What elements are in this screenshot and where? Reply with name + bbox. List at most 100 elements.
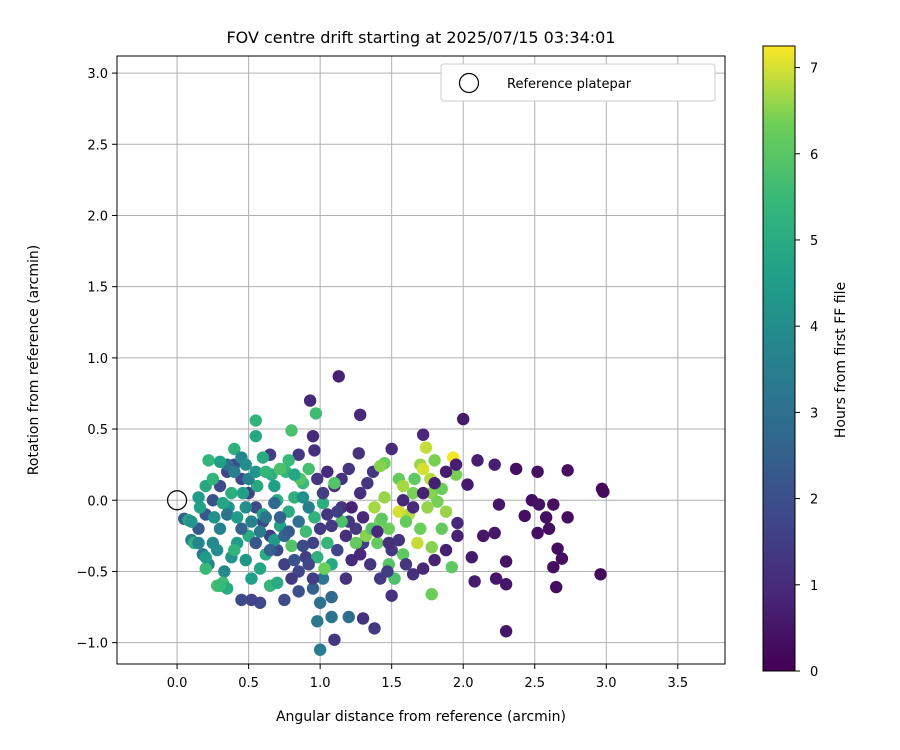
scatter-point	[325, 590, 338, 604]
scatter-point	[488, 526, 501, 540]
y-tick-label: −0.5	[76, 565, 108, 580]
scatter-point	[414, 522, 427, 535]
scatter-point	[509, 462, 523, 476]
scatter-point	[285, 539, 298, 553]
scatter-point	[499, 625, 513, 638]
x-tick-label: 1.0	[310, 676, 331, 691]
scatter-point	[311, 551, 324, 564]
scatter-point	[342, 462, 355, 476]
scatter-point	[199, 551, 212, 564]
scatter-point	[428, 476, 441, 490]
scatter-point	[451, 529, 464, 543]
scatter-point	[228, 543, 241, 557]
scatter-point	[253, 525, 267, 538]
scatter-point	[396, 479, 410, 493]
scatter-point	[477, 529, 490, 543]
scatter-point	[285, 572, 298, 585]
scatter-point	[321, 536, 334, 550]
scatter-point	[531, 465, 544, 478]
scatter-point	[325, 519, 338, 533]
x-tick-label: 3.0	[596, 676, 617, 691]
scatter-point	[306, 572, 320, 585]
scatter-point	[228, 442, 241, 456]
scatter-point	[213, 579, 227, 592]
scatter-point	[256, 451, 270, 464]
scatter-point	[288, 491, 301, 504]
scatter-point	[206, 536, 220, 550]
scatter-point	[547, 560, 560, 574]
scatter-point	[306, 536, 320, 550]
scatter-point	[465, 551, 478, 564]
y-tick-label: 1.5	[87, 281, 108, 296]
scatter-point	[268, 533, 281, 547]
scatter-point	[532, 498, 546, 511]
scatter-point	[245, 593, 258, 607]
scatter-point	[263, 543, 277, 557]
colorbar-tick-label: 2	[810, 493, 818, 508]
scatter-point	[382, 522, 396, 535]
y-tick-label: 0.0	[87, 494, 108, 509]
scatter-point	[416, 486, 430, 500]
scatter-point	[206, 472, 220, 486]
scatter-point	[306, 429, 320, 443]
scatter-point	[296, 491, 310, 504]
x-tick-label: 3.5	[667, 676, 688, 691]
scatter-point	[302, 462, 315, 476]
scatter-point	[216, 496, 230, 510]
y-axis-ticks: −1.0 −0.5 0.0 0.5 1.0 1.5 2.0 2.5 3.0	[76, 67, 117, 652]
scatter-point	[368, 622, 381, 635]
x-tick-label: 0.5	[238, 676, 259, 691]
scatter-point	[253, 562, 267, 575]
scatter-point	[271, 576, 284, 590]
scatter-point	[239, 501, 252, 514]
scatter-point	[425, 588, 438, 601]
scatter-point	[547, 498, 560, 511]
scatter-point	[316, 496, 330, 510]
scatter-point	[292, 515, 305, 528]
scatter-point	[419, 441, 433, 454]
scatter-point	[278, 558, 291, 571]
scatter-point	[259, 511, 272, 524]
scatter-point	[192, 536, 205, 550]
scatter-point	[392, 505, 406, 518]
scatter-point	[199, 562, 212, 575]
scatter-point	[374, 459, 387, 473]
scatter-point	[303, 394, 317, 407]
scatter-point	[193, 501, 207, 514]
scatter-point	[206, 494, 220, 507]
scatter-point	[321, 465, 334, 478]
scatter-point	[311, 615, 324, 628]
scatter-point	[371, 536, 384, 550]
scatter-point	[332, 370, 345, 383]
scatter-point	[328, 633, 341, 646]
scatter-point	[285, 424, 298, 437]
scatter-point	[382, 536, 396, 550]
scatter-point	[302, 558, 315, 571]
scatter-point	[399, 515, 413, 528]
scatter-point	[335, 515, 348, 528]
scatter-point	[531, 526, 544, 540]
scatter-point	[406, 568, 420, 581]
scatter-point	[288, 468, 301, 481]
scatter-point	[449, 468, 463, 481]
scatter-point	[249, 429, 262, 443]
scatter-point	[352, 447, 365, 460]
reference-platepar-marker	[166, 490, 188, 511]
colorbar-label: Hours from first FF file	[833, 282, 849, 438]
y-tick-label: 2.0	[87, 209, 108, 224]
scatter-point	[356, 612, 370, 625]
scatter-point	[492, 498, 506, 511]
scatter-point	[396, 494, 410, 507]
colorbar-gradient	[762, 45, 796, 672]
scatter-point	[228, 465, 241, 478]
scatter-point	[425, 541, 438, 554]
colorbar: 0 1 2 3 4 5 6 7 Hours from first FF file	[762, 45, 849, 680]
scatter-point	[309, 407, 323, 420]
scatter-point	[288, 553, 301, 567]
scatter-point	[439, 505, 453, 518]
scatter-point	[249, 536, 262, 550]
scatter-point	[385, 442, 398, 456]
scatter-point	[308, 444, 321, 457]
scatter-point	[551, 542, 564, 555]
colorbar-ticks: 0 1 2 3 4 5 6 7	[795, 62, 818, 680]
